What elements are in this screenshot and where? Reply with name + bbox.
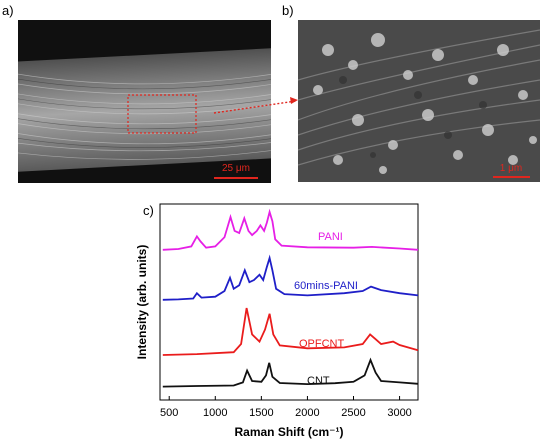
panel-c-label: c) [143, 203, 154, 218]
series-label-pani: PANI [318, 231, 343, 243]
series-line-cnt [162, 357, 419, 388]
sem-image-fiber-overview: 25 μm [18, 20, 271, 183]
series-line-opfcnt [162, 307, 419, 356]
x-tick-label: 2500 [341, 407, 365, 419]
series-line-pani [162, 208, 419, 251]
scale-bar-a-label: 25 μm [222, 163, 250, 174]
x-tick-label: 500 [160, 407, 178, 419]
series-label-cnt: CNT [307, 375, 330, 387]
x-tick-label: 3000 [387, 407, 411, 419]
panel-a-label: a) [2, 3, 14, 18]
series-label-60mins-pani: 60mins-PANI [294, 280, 358, 292]
x-tick-label: 1500 [249, 407, 273, 419]
scale-bar-b-label: 1 μm [500, 163, 522, 174]
chart-y-axis-label: Intensity (arb. units) [135, 245, 149, 360]
zoom-region-box [127, 94, 197, 134]
x-tick-label: 1000 [203, 407, 227, 419]
x-tick-label: 2000 [295, 407, 319, 419]
series-label-opfcnt: OPFCNT [299, 338, 345, 350]
chart-x-axis-label: Raman Shift (cm⁻¹) [234, 425, 343, 439]
chart-plot-frame [159, 203, 419, 401]
series-line-60mins-pani [162, 254, 419, 301]
panel-b-label: b) [282, 3, 294, 18]
sem-image-fiber-closeup: 1 μm [298, 20, 540, 182]
